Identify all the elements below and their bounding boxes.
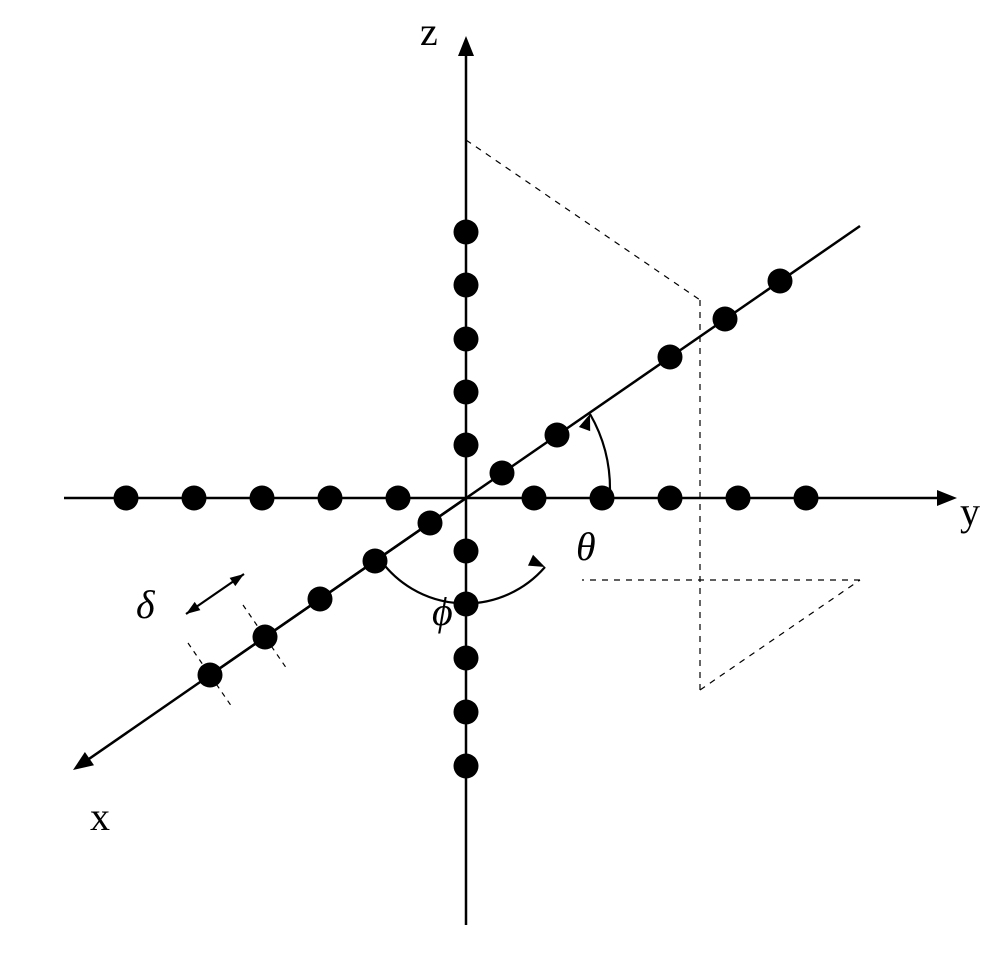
array-dot (318, 486, 343, 511)
array-dot (454, 380, 479, 405)
array-dot (726, 486, 751, 511)
array-dot (490, 461, 515, 486)
array-dot (713, 307, 738, 332)
array-dot (454, 754, 479, 779)
array-dot (768, 269, 793, 294)
phi-label: ϕ (432, 589, 453, 634)
array-dot (308, 587, 333, 612)
array-dot (182, 486, 207, 511)
array-dot (418, 511, 443, 536)
array-dot (522, 486, 547, 511)
array-dot (454, 273, 479, 298)
coordinate-diagram: z y x θ ϕ δ (0, 0, 1000, 957)
array-dot (363, 549, 388, 574)
array-dot (454, 646, 479, 671)
y-label: y (960, 489, 980, 534)
array-dot (454, 539, 479, 564)
array-dot (386, 486, 411, 511)
array-dot (454, 592, 479, 617)
delta-label: δ (136, 582, 156, 627)
array-dot (658, 345, 683, 370)
array-dot (198, 663, 223, 688)
array-dot (114, 486, 139, 511)
array-dot (253, 625, 278, 650)
theta-label: θ (576, 524, 596, 569)
array-dot (454, 433, 479, 458)
array-dot (590, 486, 615, 511)
array-dot (658, 486, 683, 511)
array-dot (545, 423, 570, 448)
array-dot (454, 220, 479, 245)
array-dot (794, 486, 819, 511)
z-label: z (420, 9, 438, 54)
x-label: x (90, 794, 110, 839)
array-dot (250, 486, 275, 511)
array-dot (454, 700, 479, 725)
array-dot (454, 327, 479, 352)
